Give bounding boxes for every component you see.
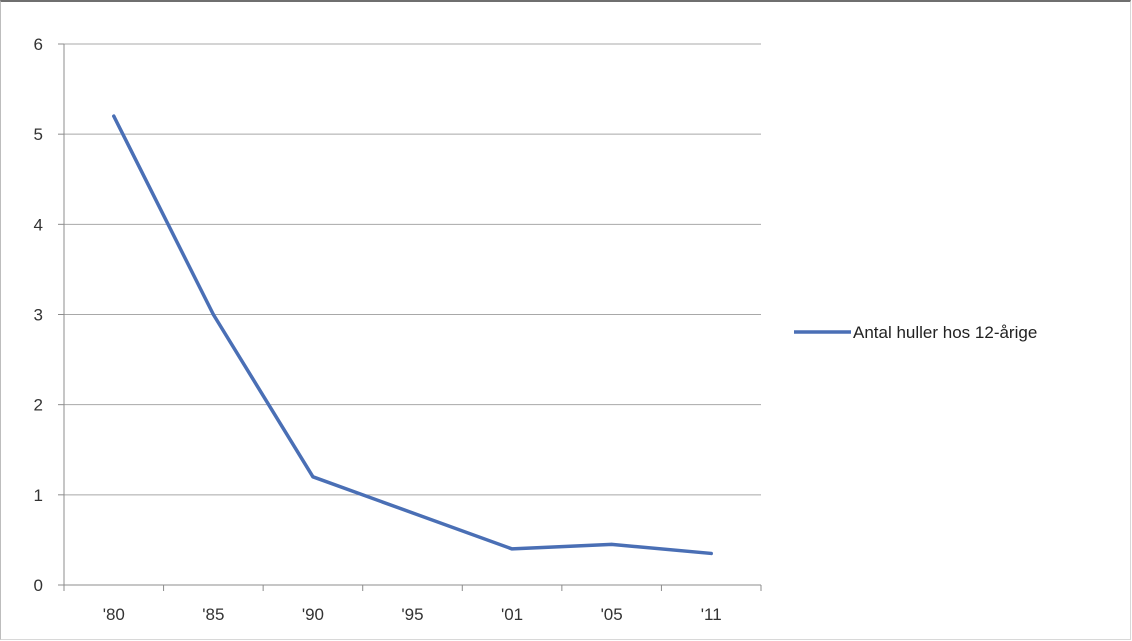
y-tick-label-1: 1 [34, 486, 43, 505]
x-tick-label-0: '80 [103, 605, 125, 624]
data-point-0-0 [112, 114, 116, 118]
series-line-0 [112, 114, 713, 556]
x-tick-label-4: '01 [501, 605, 523, 624]
y-tick-label-5: 5 [34, 125, 43, 144]
data-point-0-2 [311, 475, 315, 479]
gridlines [64, 43, 761, 496]
y-tick-label-6: 6 [34, 35, 43, 54]
y-tick-label-3: 3 [34, 306, 43, 325]
series-lines [112, 114, 713, 556]
data-point-0-4 [510, 547, 514, 551]
x-tick-labels: '80 '85 '90 '95 '01 '05 '11 [103, 605, 722, 624]
data-point-0-6 [709, 551, 713, 555]
y-tick-label-2: 2 [34, 396, 43, 415]
x-tick-label-6: '11 [701, 605, 722, 624]
y-tick-label-4: 4 [34, 215, 43, 234]
axes [58, 43, 762, 591]
legend: Antal huller hos 12-årige [794, 323, 1037, 342]
y-tick-label-0: 0 [34, 576, 43, 595]
data-point-0-3 [411, 511, 414, 515]
data-point-0-1 [211, 313, 215, 316]
legend-label-0: Antal huller hos 12-årige [853, 323, 1037, 342]
y-tick-labels: 0 1 2 3 4 5 6 [34, 35, 43, 595]
x-tick-label-1: '85 [202, 605, 224, 624]
data-point-0-5 [610, 542, 614, 546]
x-tick-label-2: '90 [302, 605, 324, 624]
x-tick-label-3: '95 [401, 605, 423, 624]
x-tick-label-5: '05 [601, 605, 623, 624]
